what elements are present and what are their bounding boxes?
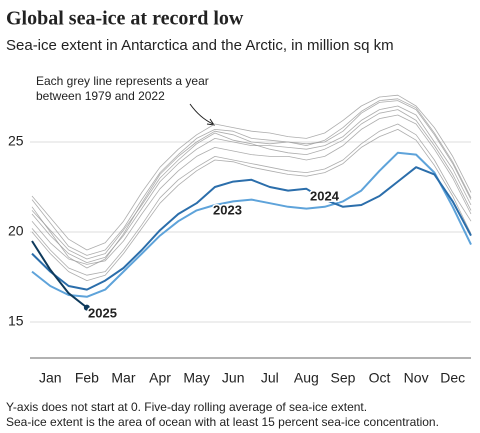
series-line [31, 151, 472, 298]
annotation-arrow [189, 103, 214, 125]
x-tick-label: Jan [39, 370, 62, 386]
chart-subtitle: Sea-ice extent in Antarctica and the Arc… [6, 37, 394, 54]
year-line [31, 109, 472, 260]
series-label: 2023 [213, 202, 242, 217]
year-line [31, 94, 472, 251]
year-line [31, 129, 472, 281]
year-line [31, 100, 472, 269]
y-tick-label: 20 [8, 223, 24, 239]
series-label: 2024 [310, 188, 340, 203]
footnote: Y-axis does not start at 0. Five-day rol… [6, 400, 367, 414]
annotation: Each grey line represents a year [36, 74, 209, 88]
year-line [31, 105, 472, 263]
x-tick-label: Dec [440, 370, 465, 386]
series-line [31, 240, 88, 309]
x-tick-label: Mar [111, 370, 135, 386]
footnote: Sea-ice extent is the area of ocean with… [6, 415, 439, 429]
x-tick-label: Nov [404, 370, 429, 386]
x-tick-label: Jul [261, 370, 279, 386]
chart-title: Global sea-ice at record low [6, 8, 244, 30]
x-tick-label: Aug [294, 370, 319, 386]
x-tick-label: May [183, 370, 209, 386]
annotation: between 1979 and 2022 [36, 89, 165, 103]
end-dot [83, 304, 90, 311]
series-label: 2025 [88, 305, 117, 320]
annotation-arrowhead [206, 118, 216, 126]
year-line [31, 123, 472, 276]
x-tick-label: Sep [330, 370, 355, 386]
x-tick-label: Jun [222, 370, 245, 386]
y-tick-label: 25 [8, 133, 24, 149]
series-line [31, 166, 472, 291]
x-tick-label: Feb [75, 370, 99, 386]
x-tick-label: Apr [149, 370, 171, 386]
x-tick-label: Oct [369, 370, 391, 386]
y-tick-label: 15 [8, 313, 24, 329]
year-line [31, 98, 472, 256]
year-line [31, 114, 472, 265]
